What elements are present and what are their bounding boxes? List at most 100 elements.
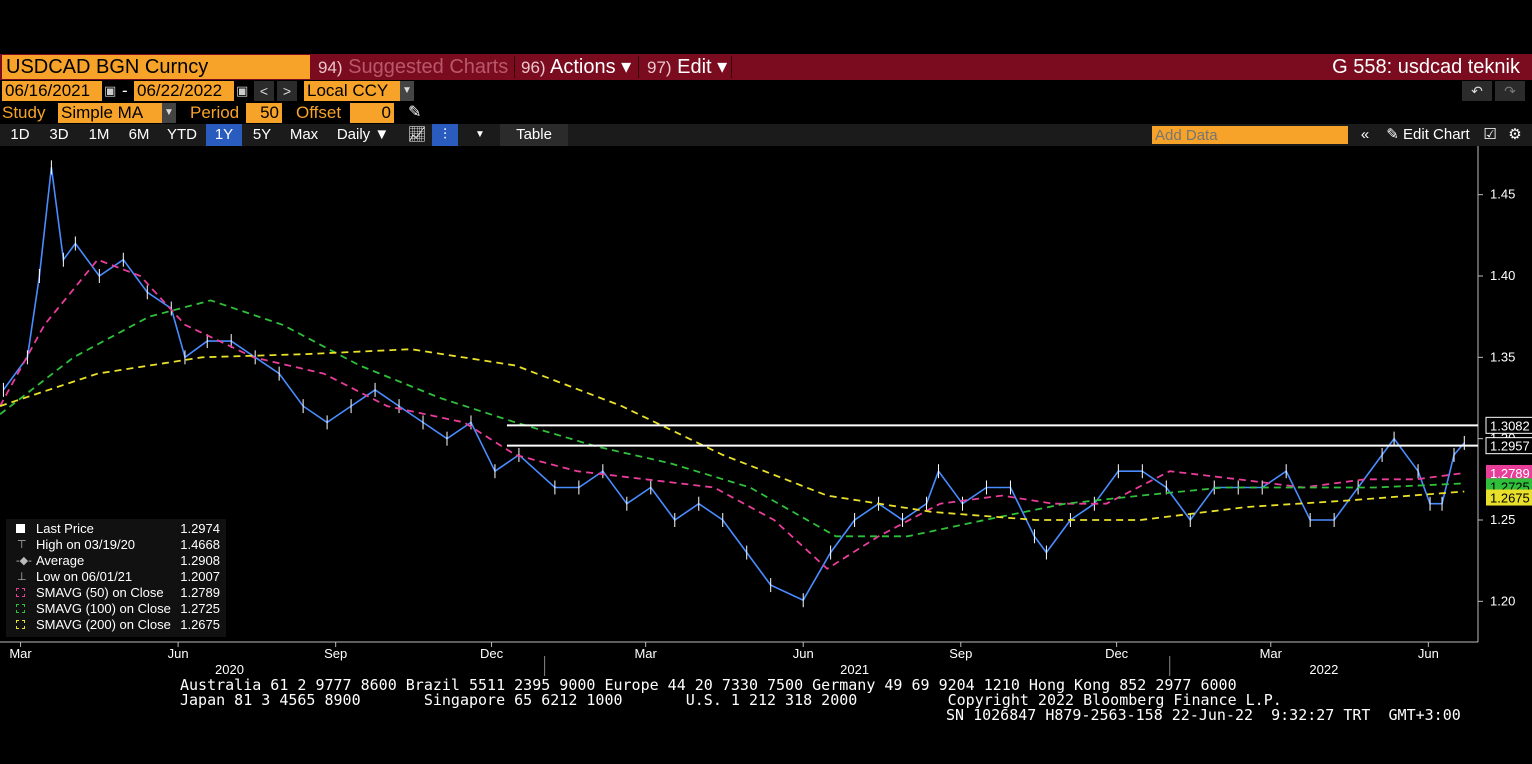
year-label: 2020 <box>215 662 244 676</box>
footer-contacts-line1: Australia 61 2 9777 8600 Brazil 5511 239… <box>180 676 1237 694</box>
y-tick-label: 1.40 <box>1490 268 1515 283</box>
legend-value: 1.2675 <box>180 617 220 632</box>
range-button-5y[interactable]: 5Y <box>252 126 272 143</box>
price-tag <box>1486 464 1532 481</box>
add-data-input[interactable] <box>1152 126 1348 144</box>
range-button-1m[interactable]: 1M <box>88 126 110 143</box>
legend-value: 1.2974 <box>180 521 220 536</box>
horizontal-line-tag <box>1485 416 1532 434</box>
x-tick-label: Mar <box>634 646 657 661</box>
footer-session-line: SN 1026847 H879-2563-158 22-Jun-22 9:32:… <box>946 706 1461 724</box>
frequency-select[interactable]: Daily ▼ <box>336 126 390 143</box>
period-input[interactable]: 50 <box>246 103 282 123</box>
price-chart[interactable]: 1.201.251.301.351.401.45MarJunSepDecMarJ… <box>0 146 1532 676</box>
legend-marker <box>16 620 25 629</box>
offset-input[interactable]: 0 <box>350 103 394 123</box>
legend-marker <box>16 604 25 613</box>
chart-legend: Last Price 1.2974 ⊤ High on 03/19/20 1.4668… <box>6 519 226 637</box>
legend-row-average[interactable]: -◆- Average 1.2908 <box>6 553 226 569</box>
legend-value: 1.2007 <box>180 569 220 584</box>
end-date-field[interactable]: 06/22/2022 <box>134 81 234 101</box>
y-tick-label: 1.20 <box>1490 593 1515 608</box>
y-tick-label: 1.35 <box>1490 349 1515 364</box>
x-tick-label: Mar <box>9 646 32 661</box>
range-button-3d[interactable]: 3D <box>49 126 69 143</box>
pencil-icon: ✎ <box>1386 126 1399 143</box>
legend-row-last-price[interactable]: Last Price 1.2974 <box>6 521 226 537</box>
x-tick-label: Sep <box>949 646 972 661</box>
range-button-1y[interactable]: 1Y <box>206 124 242 146</box>
menu-separator <box>731 56 732 78</box>
smavg-line-3 <box>0 348 1465 521</box>
table-button[interactable]: Table <box>500 124 568 146</box>
menu-suggested-charts[interactable]: 94) Suggested Charts <box>318 55 508 79</box>
legend-value: 1.2908 <box>180 553 220 568</box>
menu-separator <box>638 56 639 78</box>
legend-label: High on 03/19/20 <box>36 537 136 552</box>
edit-chart-label: Edit Chart <box>1403 126 1470 143</box>
calendar-icon[interactable]: ▣ <box>104 83 117 98</box>
year-label: 2021 <box>840 662 869 676</box>
legend-label: SMAVG (200) on Close <box>36 617 171 632</box>
study-select[interactable]: Simple MA <box>58 103 162 123</box>
x-tick-label: Jun <box>793 646 814 661</box>
low-marker-icon: ⊥ <box>17 571 27 583</box>
legend-label: Average <box>36 553 85 568</box>
line-chart-icon[interactable]: 📈︎ <box>407 126 427 143</box>
x-tick-label: Dec <box>480 646 504 661</box>
legend-row-low[interactable]: ⊥ Low on 06/01/21 1.2007 <box>6 569 226 585</box>
security-field[interactable]: USDCAD BGN Curncy <box>2 55 310 79</box>
menu-suggested-label: Suggested Charts <box>348 56 509 78</box>
edit-chart-button[interactable]: ✎ Edit Chart <box>1380 124 1476 146</box>
x-tick-label: Dec <box>1105 646 1129 661</box>
chart-axes <box>0 146 1483 676</box>
legend-row-smavg-100[interactable]: SMAVG (100) on Close 1.2725 <box>6 601 226 617</box>
legend-row-high[interactable]: ⊤ High on 03/19/20 1.4668 <box>6 537 226 553</box>
calendar-icon[interactable]: ▣ <box>236 83 249 98</box>
legend-marker <box>16 588 25 597</box>
legend-row-smavg-200[interactable]: SMAVG (200) on Close 1.2675 <box>6 617 226 633</box>
horizontal-line-label: 1.2957 <box>1490 439 1530 454</box>
smavg-line-2 <box>0 299 1465 538</box>
year-label: 2022 <box>1309 662 1338 676</box>
price-tag <box>1486 489 1532 506</box>
menu-edit-num: 97) <box>647 58 672 77</box>
date-separator: - <box>122 81 128 100</box>
legend-value: 1.2789 <box>180 585 220 600</box>
horizontal-lines[interactable]: 1.3082 1.2957 <box>506 416 1532 455</box>
pencil-icon[interactable]: ✎ <box>408 104 422 121</box>
period-label: Period <box>190 103 240 122</box>
range-button-6m[interactable]: 6M <box>128 126 150 143</box>
average-marker-icon: -◆- <box>16 555 32 567</box>
chevron-down-icon[interactable]: ▼ <box>475 129 485 140</box>
next-arrow-icon[interactable]: > <box>277 81 297 101</box>
range-button-ytd[interactable]: YTD <box>167 126 197 143</box>
legend-row-smavg-50[interactable]: SMAVG (50) on Close 1.2789 <box>6 585 226 601</box>
range-button-max[interactable]: Max <box>289 126 319 143</box>
chevron-down-icon[interactable]: ▼ <box>400 81 414 101</box>
menu-edit[interactable]: 97) Edit ▾ <box>647 55 727 79</box>
double-chevron-left-icon[interactable]: « <box>1360 126 1370 143</box>
legend-value: 1.4668 <box>180 537 220 552</box>
horizontal-line-tag <box>1485 437 1532 455</box>
menu-actions[interactable]: 96) Actions ▾ <box>521 55 631 79</box>
menu-suggested-num: 94) <box>318 58 343 77</box>
undo-icon[interactable]: ↶ <box>1462 81 1492 101</box>
candlestick-icon[interactable]: ⫶ <box>432 124 458 146</box>
currency-select[interactable]: Local CCY <box>304 81 400 101</box>
chevron-down-icon[interactable]: ▼ <box>162 103 176 123</box>
edit-icon[interactable]: ☑ <box>1483 126 1497 143</box>
redo-icon[interactable]: ↷ <box>1495 81 1525 101</box>
x-tick-label: Mar <box>1260 646 1283 661</box>
price-tag-label: 1.2675 <box>1490 491 1530 506</box>
legend-label: Low on 06/01/21 <box>36 569 133 584</box>
prev-arrow-icon[interactable]: < <box>254 81 274 101</box>
horizontal-line-label: 1.3082 <box>1490 418 1530 433</box>
gear-icon[interactable]: ⚙ <box>1508 126 1522 143</box>
range-button-1d[interactable]: 1D <box>10 126 30 143</box>
legend-value: 1.2725 <box>180 601 220 616</box>
menu-edit-label: Edit ▾ <box>677 56 728 78</box>
start-date-field[interactable]: 06/16/2021 <box>2 81 102 101</box>
legend-label: SMAVG (50) on Close <box>36 585 164 600</box>
legend-label: Last Price <box>36 521 94 536</box>
